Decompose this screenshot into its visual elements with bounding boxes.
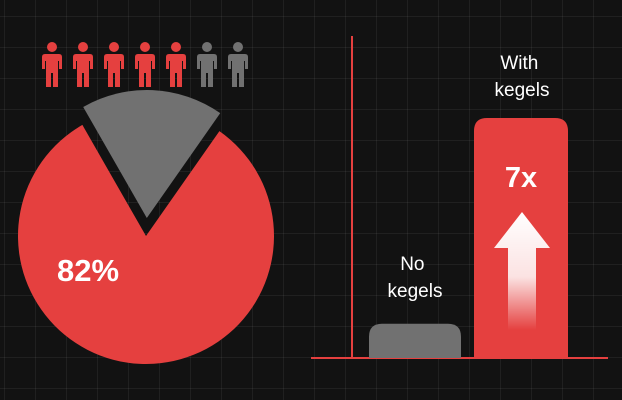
pie-slice-main bbox=[18, 124, 275, 364]
category-label-with-kegels-line1: With bbox=[500, 53, 538, 74]
person-icon bbox=[197, 42, 217, 87]
person-icon bbox=[104, 42, 124, 87]
category-label-no-kegels: No kegels bbox=[388, 254, 443, 302]
bar-no-kegels bbox=[369, 323, 461, 358]
category-label-with-kegels: With kegels bbox=[495, 53, 550, 101]
bar-annotation: 7x bbox=[505, 162, 537, 194]
pie-chart: 82% bbox=[18, 90, 275, 364]
category-label-no-kegels-line1: No bbox=[400, 254, 424, 275]
person-icon bbox=[166, 42, 186, 87]
person-icon bbox=[228, 42, 248, 87]
person-icon bbox=[73, 42, 93, 87]
pie-slice-label: 82% bbox=[57, 253, 119, 288]
person-icon bbox=[42, 42, 62, 87]
category-label-no-kegels-line2: kegels bbox=[388, 281, 443, 302]
pie-slice-remainder bbox=[83, 90, 221, 219]
up-arrow-icon bbox=[494, 212, 550, 330]
category-label-with-kegels-line2: kegels bbox=[495, 80, 550, 101]
people-pictogram bbox=[42, 42, 248, 87]
bar-chart: No kegels With kegels 7x bbox=[311, 36, 608, 359]
person-icon bbox=[135, 42, 155, 87]
